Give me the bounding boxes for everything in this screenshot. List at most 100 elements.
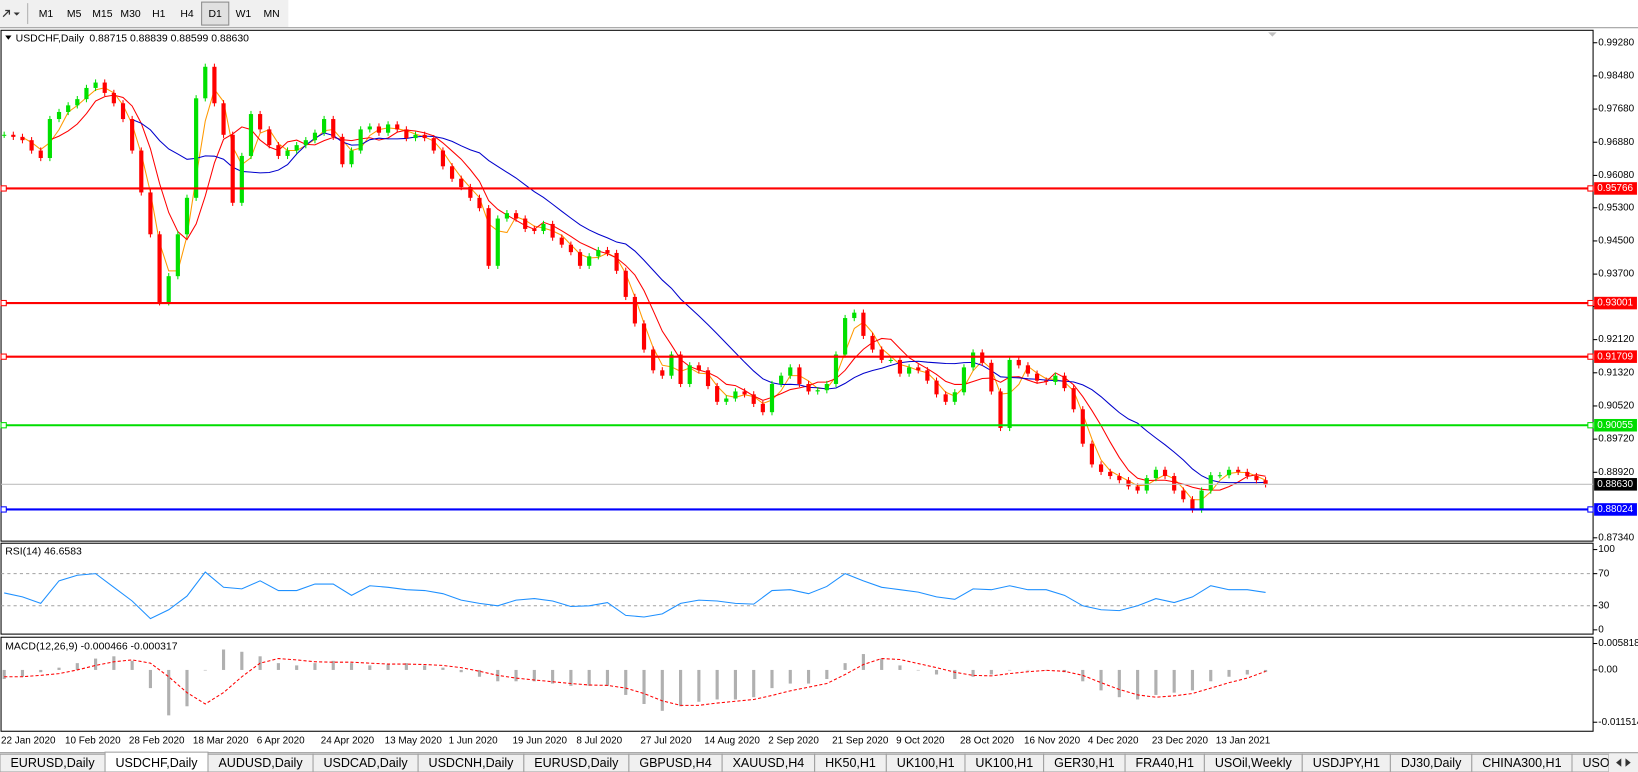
tab-label[interactable]: CHINA300,H1 [1482, 756, 1561, 770]
macd-bar [843, 663, 847, 670]
level-handle[interactable] [1587, 299, 1594, 307]
candle [322, 119, 327, 133]
x-tick-label: 24 Apr 2020 [321, 735, 375, 746]
tab-scroll-left[interactable] [1616, 758, 1622, 767]
timeframe-button[interactable]: M15 [92, 9, 112, 20]
macd-bar [477, 669, 482, 677]
tab-label[interactable]: AUDUSD,Daily [218, 756, 303, 770]
macd-bar [916, 669, 920, 671]
candle [1153, 469, 1158, 479]
candle [431, 138, 436, 151]
tab-label[interactable]: EURUSD,Daily [534, 756, 619, 770]
timeframe-button-pressed[interactable] [201, 1, 230, 26]
chart-shift-marker [1268, 32, 1277, 37]
macd-bar [752, 669, 756, 698]
rsi-chart: 100 70 30 0 [1, 544, 1615, 635]
y-tick-label: -0.011514 [1598, 717, 1638, 728]
level-handle[interactable] [1587, 422, 1594, 429]
candle [11, 134, 16, 137]
tab-label[interactable]: DJ30,Daily [1401, 756, 1462, 770]
tab-label[interactable]: HK50,H1 [825, 756, 876, 770]
macd-bar [1245, 669, 1249, 675]
level-label: 0.88024 [1597, 504, 1633, 515]
candle [1098, 464, 1104, 472]
macd-bar [715, 669, 719, 700]
timeframe-button[interactable]: M5 [67, 9, 82, 20]
candle [84, 87, 89, 100]
tab-label[interactable]: USDJPY,H1 [1313, 756, 1380, 770]
tab-label[interactable]: EURUSD,Daily [10, 756, 95, 770]
candle [907, 367, 912, 374]
timeframe-button[interactable]: H1 [152, 9, 166, 20]
level-handle[interactable] [0, 506, 7, 513]
tool-icon-dropdown[interactable] [13, 12, 20, 16]
timeframe-button[interactable]: M30 [120, 9, 140, 20]
candle [111, 92, 116, 104]
tab-label[interactable]: FRA40,H1 [1136, 756, 1194, 770]
y-tick-label: 0.005818 [1598, 638, 1638, 649]
candle [1245, 471, 1250, 477]
tabs: EURUSD,Daily USDCHF,Daily AUDUSD,Daily USDC… [0, 751, 1619, 772]
level-handle[interactable] [1587, 506, 1594, 513]
level-handle[interactable] [1587, 353, 1594, 360]
candle [1044, 380, 1049, 382]
timeframe-button[interactable]: H4 [180, 9, 194, 20]
tab-scroll-right[interactable] [1625, 758, 1631, 767]
tool-icon[interactable] [2, 9, 20, 18]
candle [422, 134, 427, 139]
candle [212, 66, 217, 104]
tab-label[interactable]: GER30,H1 [1054, 756, 1115, 770]
level-handle[interactable] [0, 422, 7, 429]
macd-bar [459, 669, 463, 673]
candle [1089, 443, 1095, 465]
x-tick-label: 28 Oct 2020 [960, 735, 1014, 746]
macd-bar [94, 658, 98, 670]
level-handle[interactable] [0, 353, 7, 360]
level-handle[interactable] [0, 299, 7, 307]
macd-bar [276, 663, 280, 670]
candle [1254, 476, 1259, 481]
candle [148, 192, 153, 235]
tool-icon-arrow[interactable] [2, 9, 11, 18]
candle [449, 166, 455, 179]
candle [29, 140, 34, 151]
timeframe-button[interactable]: D1 [209, 9, 223, 20]
macd-bar [1026, 669, 1030, 671]
tab-label[interactable]: GBPUSD,H4 [639, 756, 711, 770]
timeframe-button[interactable]: W1 [236, 9, 252, 20]
rsi-line [4, 571, 1266, 620]
tab-label[interactable]: USOil,Weekly [1215, 756, 1293, 770]
tab-label[interactable]: UK100,H1 [897, 756, 955, 770]
macd-bar [148, 669, 152, 689]
timeframe-buttons: M1 M5 M15 M30 H1 H4 D1 W1 MN [39, 1, 280, 26]
candle [587, 256, 592, 266]
candle [102, 82, 107, 93]
header-dropdown[interactable] [5, 35, 12, 40]
y-tick-label: 30 [1598, 600, 1610, 611]
candle [120, 103, 126, 120]
moving-average [131, 119, 1266, 484]
tab-label[interactable]: XAUUSD,H4 [733, 756, 805, 770]
tab-scroll [1608, 754, 1638, 772]
candle [130, 119, 135, 151]
level-label-box [1594, 503, 1637, 516]
tab-label[interactable]: USDCAD,Daily [324, 756, 409, 770]
tab-label[interactable]: USDCHF,Daily [115, 756, 198, 770]
tab-label[interactable]: USDCNH,Daily [429, 756, 515, 770]
macd-bar [953, 669, 957, 680]
x-tick-label: 16 Nov 2020 [1024, 735, 1081, 746]
candle [248, 114, 254, 156]
candle [577, 252, 583, 266]
candle [468, 187, 473, 198]
candle [952, 392, 957, 402]
tab-label[interactable]: UK100,H1 [975, 756, 1033, 770]
level-handle[interactable] [0, 185, 7, 192]
candle [513, 213, 519, 219]
macd-bar [423, 665, 427, 670]
level-handle[interactable] [1587, 185, 1594, 192]
timeframe-button[interactable]: MN [263, 9, 279, 20]
timeframe-button[interactable]: M1 [39, 9, 54, 20]
macd-bar [331, 660, 335, 670]
x-tick-label: 13 May 2020 [385, 735, 443, 746]
level-label: 0.93001 [1597, 298, 1633, 309]
